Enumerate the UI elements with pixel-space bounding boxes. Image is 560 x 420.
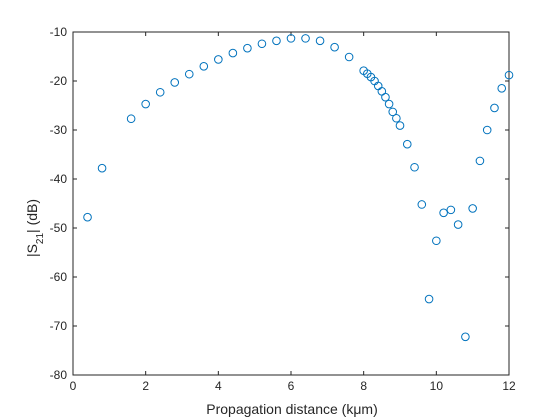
data-point bbox=[214, 55, 223, 64]
y-tick-label: -20 bbox=[50, 74, 68, 88]
data-point bbox=[482, 125, 492, 135]
data-point bbox=[475, 156, 485, 166]
data-point bbox=[388, 107, 398, 117]
data-point bbox=[410, 162, 419, 172]
data-point bbox=[126, 114, 136, 124]
x-tick-label: 12 bbox=[502, 379, 516, 393]
x-tick-label: 6 bbox=[288, 379, 295, 393]
data-point bbox=[453, 220, 463, 229]
data-point bbox=[141, 99, 150, 109]
data-point bbox=[330, 42, 339, 52]
data-point bbox=[257, 39, 267, 49]
data-point bbox=[97, 163, 107, 173]
data-point bbox=[315, 36, 325, 46]
data-point bbox=[301, 34, 310, 43]
y-tick-label: -40 bbox=[50, 172, 68, 186]
data-point bbox=[504, 70, 514, 80]
x-tick-label: 0 bbox=[70, 379, 77, 393]
data-point bbox=[184, 69, 194, 79]
data-point bbox=[490, 103, 499, 113]
x-tick-label: 2 bbox=[142, 379, 149, 393]
x-tick-label: 10 bbox=[430, 379, 444, 393]
data-point bbox=[439, 208, 448, 218]
data-point bbox=[155, 87, 165, 97]
data-point bbox=[272, 36, 281, 46]
data-point bbox=[417, 200, 427, 209]
data-point bbox=[344, 52, 354, 62]
y-tick-label: -10 bbox=[50, 25, 68, 39]
y-tick-label: -80 bbox=[50, 368, 68, 382]
data-point bbox=[286, 34, 296, 43]
data-point bbox=[468, 204, 477, 213]
data-point bbox=[497, 84, 507, 93]
data-point bbox=[199, 62, 209, 71]
x-tick-label: 8 bbox=[360, 379, 367, 393]
data-points bbox=[83, 34, 514, 342]
y-tick-label: -70 bbox=[50, 319, 68, 333]
data-point bbox=[83, 212, 92, 222]
data-point bbox=[381, 92, 390, 102]
y-axis-label: |S21| (dB) bbox=[24, 199, 46, 257]
data-point bbox=[424, 294, 434, 304]
y-tick-label: -60 bbox=[50, 270, 68, 284]
y-tick-label: -30 bbox=[50, 123, 68, 137]
data-point bbox=[384, 99, 394, 109]
data-point bbox=[402, 139, 412, 149]
x-axis-label: Propagation distance (kμm) bbox=[206, 401, 377, 417]
x-tick-label: 4 bbox=[215, 379, 222, 393]
data-point bbox=[243, 43, 252, 53]
data-point bbox=[228, 48, 238, 58]
data-point bbox=[446, 205, 456, 215]
y-tick-label: -50 bbox=[50, 221, 68, 235]
data-point bbox=[395, 121, 405, 130]
data-point bbox=[432, 236, 441, 246]
axes: 0 2 4 6 8 10 12 -10 -20 -30 -40 -50 -60 -70 -80 bbox=[50, 25, 516, 393]
data-point bbox=[170, 78, 180, 87]
data-point bbox=[392, 113, 401, 123]
data-point bbox=[461, 332, 470, 342]
